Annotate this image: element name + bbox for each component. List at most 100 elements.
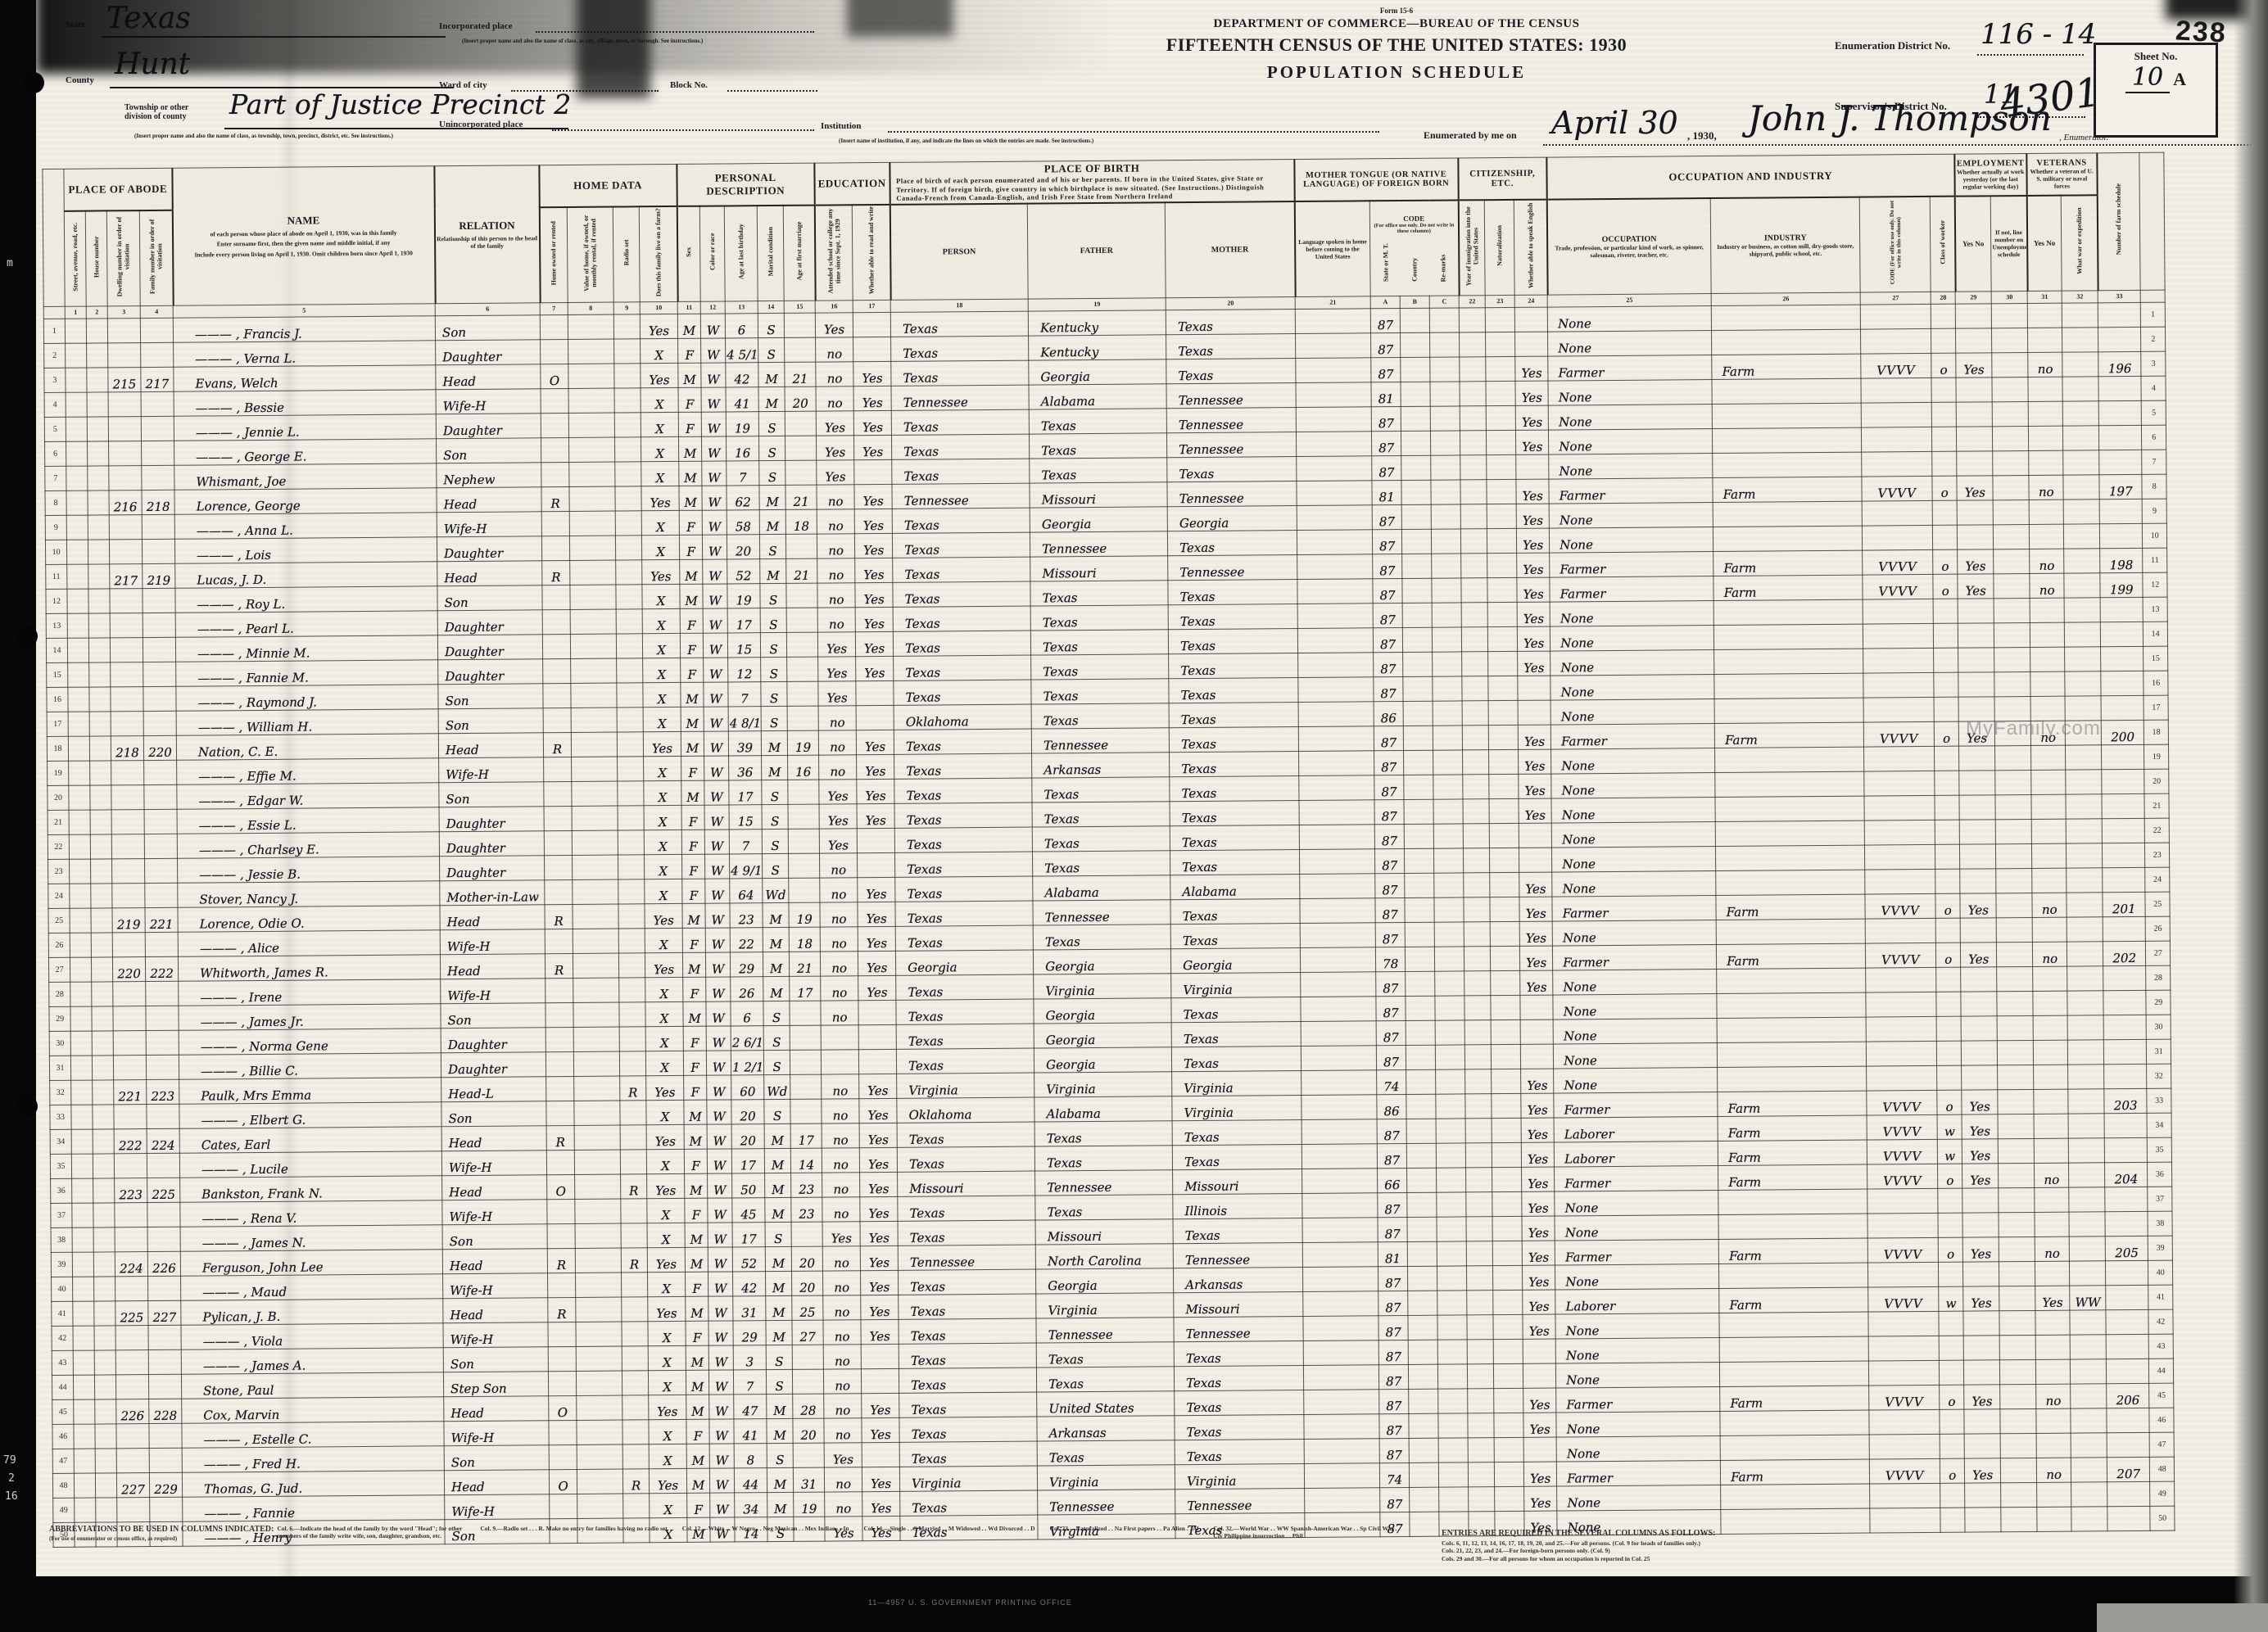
cell-sch: no bbox=[819, 852, 858, 878]
cell-farm: X bbox=[648, 1370, 686, 1395]
cell-fno bbox=[2099, 523, 2143, 549]
cell-ocode bbox=[1863, 672, 1935, 698]
cell-cls bbox=[1938, 1262, 1963, 1287]
cell-cc bbox=[1438, 1486, 1469, 1512]
cell-lnr: 20 bbox=[2144, 769, 2170, 794]
cell-rel: Wife-H bbox=[443, 1322, 549, 1348]
cell-mar: M bbox=[766, 1394, 793, 1419]
cell-occ: None bbox=[1556, 1485, 1721, 1511]
cell-ocode: VVVV bbox=[1866, 1090, 1938, 1115]
cell-empno bbox=[1994, 770, 2032, 795]
enumerated-by-label: Enumerated by me on bbox=[1424, 129, 1517, 141]
cell-bpf: Texas bbox=[1030, 678, 1170, 704]
cell-col: W bbox=[701, 460, 727, 486]
cell-name: ——— , Pearl L. bbox=[175, 610, 438, 638]
cell-val bbox=[574, 1124, 621, 1151]
cell-rw: Yes bbox=[854, 533, 893, 558]
cell-cls bbox=[1932, 500, 1958, 526]
cell-age: 42 bbox=[732, 1271, 766, 1296]
cell-war bbox=[2068, 1113, 2105, 1139]
cell-occ: None bbox=[1553, 993, 1718, 1019]
cell-lnr: 32 bbox=[2146, 1064, 2172, 1089]
header-personal-description: PERSONAL DESCRIPTION bbox=[676, 163, 815, 206]
cell-bpm: Texas bbox=[1170, 825, 1300, 851]
cell-empno bbox=[1994, 573, 2030, 599]
cell-sch: no bbox=[817, 509, 855, 534]
col-num-21: 21 bbox=[1295, 296, 1371, 310]
cell-imm bbox=[1459, 356, 1487, 382]
cell-fno: 197 bbox=[2099, 474, 2143, 500]
cell-imm bbox=[1460, 381, 1487, 406]
header-name: NAME of each person whose place of abode… bbox=[171, 165, 436, 306]
cell-fam bbox=[144, 883, 179, 908]
cell-natz bbox=[1487, 676, 1519, 701]
cell-val bbox=[568, 387, 615, 414]
cell-fam bbox=[142, 588, 176, 613]
cell-ca: 87 bbox=[1375, 897, 1406, 923]
cell-natz bbox=[1489, 798, 1519, 824]
cell-tongue bbox=[1303, 1340, 1379, 1366]
cell-cls bbox=[1934, 746, 1959, 771]
cell-empno bbox=[1993, 500, 2030, 525]
cell-cb bbox=[1409, 1438, 1439, 1463]
cell-am: 21 bbox=[789, 951, 821, 977]
cell-sch: no bbox=[815, 337, 853, 362]
cell-am bbox=[786, 631, 818, 658]
cell-farm: X bbox=[649, 1444, 687, 1469]
cell-war bbox=[2067, 990, 2104, 1016]
cell-fam bbox=[143, 613, 176, 638]
cell-farm: X bbox=[645, 1001, 684, 1027]
col-num-19: 19 bbox=[1028, 297, 1166, 311]
cell-col: W bbox=[708, 1320, 734, 1346]
cell-cls bbox=[1934, 771, 1960, 796]
cell-war bbox=[2065, 744, 2102, 771]
cell-age: 52 bbox=[732, 1246, 766, 1272]
cell-bpm: Tennessee bbox=[1166, 432, 1297, 458]
cell-natz bbox=[1487, 479, 1517, 504]
cell-cc bbox=[1433, 749, 1463, 775]
cell-sch: no bbox=[817, 582, 856, 608]
cell-own bbox=[544, 855, 573, 880]
cell-sex: M bbox=[686, 1395, 709, 1420]
cell-bpf: Arkansas bbox=[1036, 1415, 1175, 1441]
cell-bpm: Texas bbox=[1169, 751, 1299, 777]
cell-bpm: Tennessee bbox=[1175, 1488, 1305, 1514]
cell-rel: Step Son bbox=[443, 1371, 549, 1397]
cell-natz bbox=[1493, 1388, 1524, 1413]
cell-bpp: Tennessee bbox=[892, 482, 1030, 509]
cell-occ: Farmer bbox=[1554, 1165, 1718, 1191]
cell-emp: Yes bbox=[1960, 893, 1997, 919]
cell-fno bbox=[2103, 916, 2146, 942]
cell-sex: M bbox=[685, 1223, 708, 1248]
cell-am bbox=[786, 680, 819, 707]
header-occupation: OCCUPATION Trade, profession, or particu… bbox=[1546, 197, 1712, 295]
cell-emp bbox=[1958, 745, 1995, 771]
cell-mar: S bbox=[763, 1025, 790, 1051]
cell-own bbox=[548, 1346, 577, 1372]
cell-emp bbox=[1959, 794, 1996, 821]
cell-emp: Yes bbox=[1962, 1286, 2000, 1312]
cell-lnl: 15 bbox=[46, 662, 68, 688]
cell-imm bbox=[1465, 1142, 1492, 1168]
cell-farm: Yes bbox=[646, 1124, 685, 1150]
cell-bpf: Texas bbox=[1031, 703, 1170, 729]
cell-col: W bbox=[704, 706, 729, 732]
cell-emp bbox=[1955, 328, 1992, 354]
cell-rel: Daughter bbox=[439, 830, 545, 857]
col-num-7: 7 bbox=[540, 302, 568, 315]
cell-ca: 87 bbox=[1371, 455, 1402, 481]
cell-war bbox=[2067, 941, 2103, 967]
cell-mar: M bbox=[763, 927, 790, 952]
cell-ind: Farm bbox=[1718, 1139, 1867, 1166]
cell-lnr: 21 bbox=[2144, 793, 2170, 819]
cell-empno bbox=[1999, 1212, 2035, 1237]
col-num-10: 10 bbox=[640, 301, 678, 314]
cell-natz bbox=[1491, 1093, 1522, 1119]
cell-natz bbox=[1492, 1216, 1523, 1241]
cell-rw: Yes bbox=[854, 509, 893, 534]
cell-cc bbox=[1437, 1413, 1469, 1439]
cell-empno bbox=[1991, 303, 2028, 328]
cell-own: R bbox=[547, 1248, 576, 1273]
cell-tongue bbox=[1303, 1315, 1379, 1341]
cell-age: 17 bbox=[727, 608, 761, 633]
